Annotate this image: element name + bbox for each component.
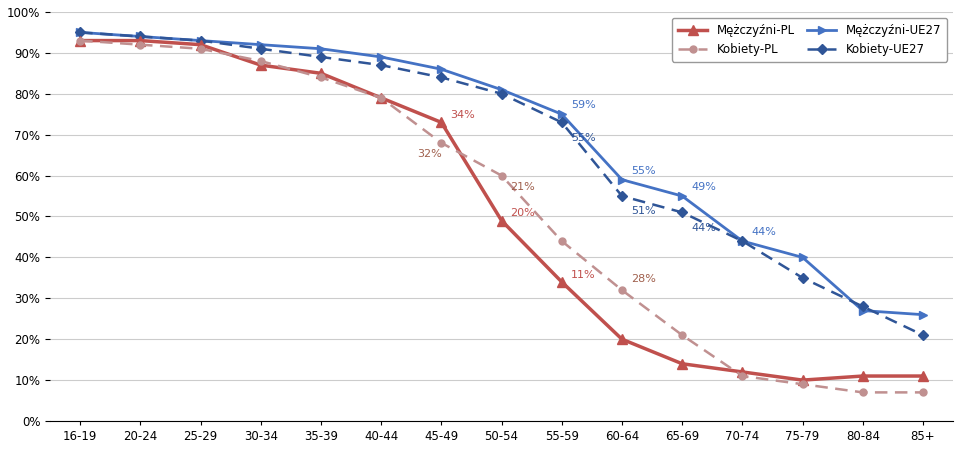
Mężczyźni-UE27 [375, 54, 387, 60]
Kobiety-UE27 [195, 38, 206, 43]
Mężczyźni-UE27 [857, 308, 869, 313]
Kobiety-UE27 [375, 63, 387, 68]
Text: 51%: 51% [631, 207, 656, 216]
Kobiety-PL [797, 382, 808, 387]
Line: Mężczyźni-UE27: Mężczyźni-UE27 [76, 28, 927, 319]
Text: 20%: 20% [511, 208, 536, 219]
Kobiety-PL [436, 140, 447, 145]
Mężczyźni-PL [917, 374, 928, 379]
Kobiety-UE27 [495, 91, 507, 96]
Mężczyźni-PL [556, 279, 567, 285]
Mężczyźni-UE27 [315, 46, 326, 51]
Mężczyźni-UE27 [736, 238, 748, 244]
Mężczyźni-UE27 [255, 42, 267, 47]
Mężczyźni-UE27 [74, 30, 85, 35]
Text: 32%: 32% [418, 149, 442, 159]
Mężczyźni-PL [74, 38, 85, 43]
Line: Kobiety-PL: Kobiety-PL [77, 37, 926, 396]
Mężczyźni-UE27 [436, 67, 447, 72]
Mężczyźni-UE27 [134, 34, 146, 39]
Kobiety-PL [616, 288, 628, 293]
Mężczyźni-PL [857, 374, 869, 379]
Text: 28%: 28% [631, 274, 656, 284]
Kobiety-PL [375, 95, 387, 100]
Text: 59%: 59% [571, 100, 595, 110]
Kobiety-PL [195, 46, 206, 51]
Kobiety-UE27 [797, 275, 808, 280]
Mężczyźni-PL [677, 361, 688, 366]
Kobiety-PL [917, 390, 928, 395]
Mężczyźni-PL [255, 63, 267, 68]
Mężczyźni-PL [736, 369, 748, 375]
Text: 49%: 49% [691, 182, 716, 192]
Kobiety-PL [736, 374, 748, 379]
Kobiety-UE27 [616, 194, 628, 199]
Mężczyźni-UE27 [797, 255, 808, 260]
Legend: Mężczyźni-PL, Kobiety-PL, Mężczyźni-UE27, Kobiety-UE27: Mężczyźni-PL, Kobiety-PL, Mężczyźni-UE27… [672, 18, 948, 62]
Line: Mężczyźni-PL: Mężczyźni-PL [75, 36, 927, 385]
Mężczyźni-UE27 [616, 177, 628, 182]
Kobiety-UE27 [556, 120, 567, 125]
Mężczyźni-PL [797, 378, 808, 383]
Mężczyźni-UE27 [195, 38, 206, 43]
Mężczyźni-UE27 [677, 194, 688, 199]
Kobiety-PL [495, 173, 507, 178]
Line: Kobiety-UE27: Kobiety-UE27 [77, 29, 926, 338]
Mężczyźni-PL [315, 71, 326, 76]
Mężczyźni-PL [495, 218, 507, 223]
Text: 55%: 55% [571, 133, 595, 143]
Kobiety-PL [677, 333, 688, 338]
Mężczyźni-UE27 [495, 87, 507, 92]
Kobiety-PL [857, 390, 869, 395]
Text: 44%: 44% [752, 227, 777, 237]
Kobiety-UE27 [677, 210, 688, 215]
Kobiety-PL [74, 38, 85, 43]
Text: 11%: 11% [571, 270, 595, 280]
Kobiety-UE27 [134, 34, 146, 39]
Text: 21%: 21% [511, 182, 536, 192]
Kobiety-PL [556, 238, 567, 244]
Kobiety-UE27 [255, 46, 267, 51]
Mężczyźni-UE27 [556, 112, 567, 117]
Kobiety-PL [315, 75, 326, 80]
Mężczyźni-PL [616, 337, 628, 342]
Mężczyźni-PL [375, 95, 387, 100]
Kobiety-UE27 [436, 75, 447, 80]
Mężczyźni-PL [195, 42, 206, 47]
Kobiety-UE27 [315, 54, 326, 60]
Kobiety-UE27 [917, 333, 928, 338]
Mężczyźni-PL [134, 38, 146, 43]
Kobiety-PL [255, 58, 267, 64]
Text: 44%: 44% [691, 223, 716, 233]
Kobiety-UE27 [74, 30, 85, 35]
Mężczyźni-UE27 [917, 312, 928, 317]
Text: 55%: 55% [631, 166, 656, 176]
Kobiety-PL [134, 42, 146, 47]
Text: 34%: 34% [450, 110, 475, 120]
Kobiety-UE27 [857, 304, 869, 309]
Mężczyźni-PL [436, 120, 447, 125]
Kobiety-UE27 [736, 238, 748, 244]
